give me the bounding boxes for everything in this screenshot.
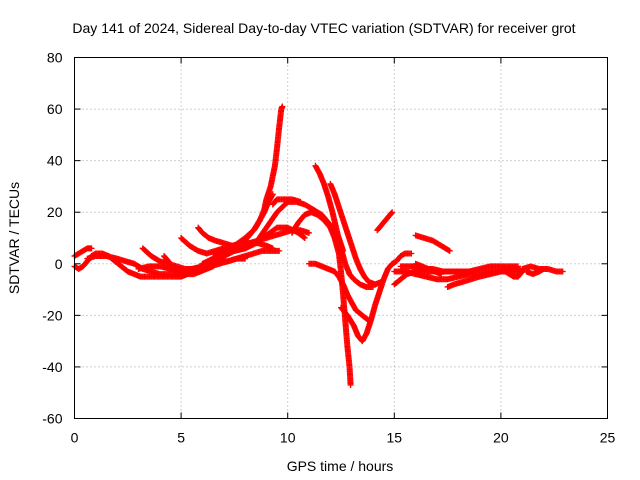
series-arc17 xyxy=(338,250,415,345)
series-arc16 xyxy=(327,180,385,288)
series-arc14 xyxy=(306,260,372,324)
data-point xyxy=(540,265,547,272)
data-point-fill xyxy=(300,234,307,241)
x-tick-label: 15 xyxy=(387,430,403,446)
data-point xyxy=(186,265,193,272)
data-point xyxy=(88,245,95,252)
data-point xyxy=(279,103,286,110)
y-axis-label: SDTVAR / TECUs xyxy=(6,182,22,294)
data-point xyxy=(347,381,354,388)
axis-ticks: 0 5 10 15 20 25 -60 -40 -20 0 20 40 60 80 xyxy=(42,50,615,446)
series-arc18 xyxy=(374,209,396,234)
data-points xyxy=(71,103,566,388)
data-point xyxy=(408,250,415,257)
y-tick-label: 60 xyxy=(47,101,63,117)
data-point xyxy=(276,247,283,254)
series-arc26 xyxy=(519,263,566,275)
series-arc12 xyxy=(269,196,304,208)
plot-frame xyxy=(74,57,608,419)
y-tick-label: 40 xyxy=(47,153,63,169)
data-point xyxy=(446,247,453,254)
x-tick-label: 20 xyxy=(493,430,509,446)
data-point-fill xyxy=(518,269,525,276)
series-arc6 xyxy=(161,253,193,275)
y-tick-label: -60 xyxy=(42,411,62,427)
series-arc15 xyxy=(312,162,376,290)
data-point xyxy=(301,235,308,241)
chart-title: Day 141 of 2024, Sidereal Day-to-day VTE… xyxy=(72,20,575,36)
data-point xyxy=(472,268,479,275)
x-tick-label: 0 xyxy=(71,430,79,446)
data-point xyxy=(306,229,313,236)
y-tick-label: 20 xyxy=(47,204,63,220)
data-point xyxy=(242,255,249,262)
data-point xyxy=(269,245,276,252)
data-point xyxy=(269,191,276,198)
data-point xyxy=(438,271,445,278)
data-point-fill xyxy=(388,210,395,217)
series-arc27 xyxy=(523,265,547,278)
series-arc23 xyxy=(412,260,445,278)
y-tick-label: -40 xyxy=(42,359,62,375)
series-arc25 xyxy=(497,265,526,280)
data-point xyxy=(389,209,396,216)
data-point xyxy=(297,198,304,205)
x-tick-label: 25 xyxy=(600,430,616,446)
y-tick-label: 0 xyxy=(55,256,63,272)
y-tick-label: 80 xyxy=(47,50,63,66)
x-axis-label: GPS time / hours xyxy=(287,458,394,474)
series-arc22 xyxy=(412,232,453,254)
data-point xyxy=(559,268,566,275)
x-tick-label: 5 xyxy=(177,430,185,446)
series-arc10 xyxy=(210,191,276,257)
x-tick-label: 10 xyxy=(280,430,296,446)
y-tick-label: -20 xyxy=(42,307,62,323)
